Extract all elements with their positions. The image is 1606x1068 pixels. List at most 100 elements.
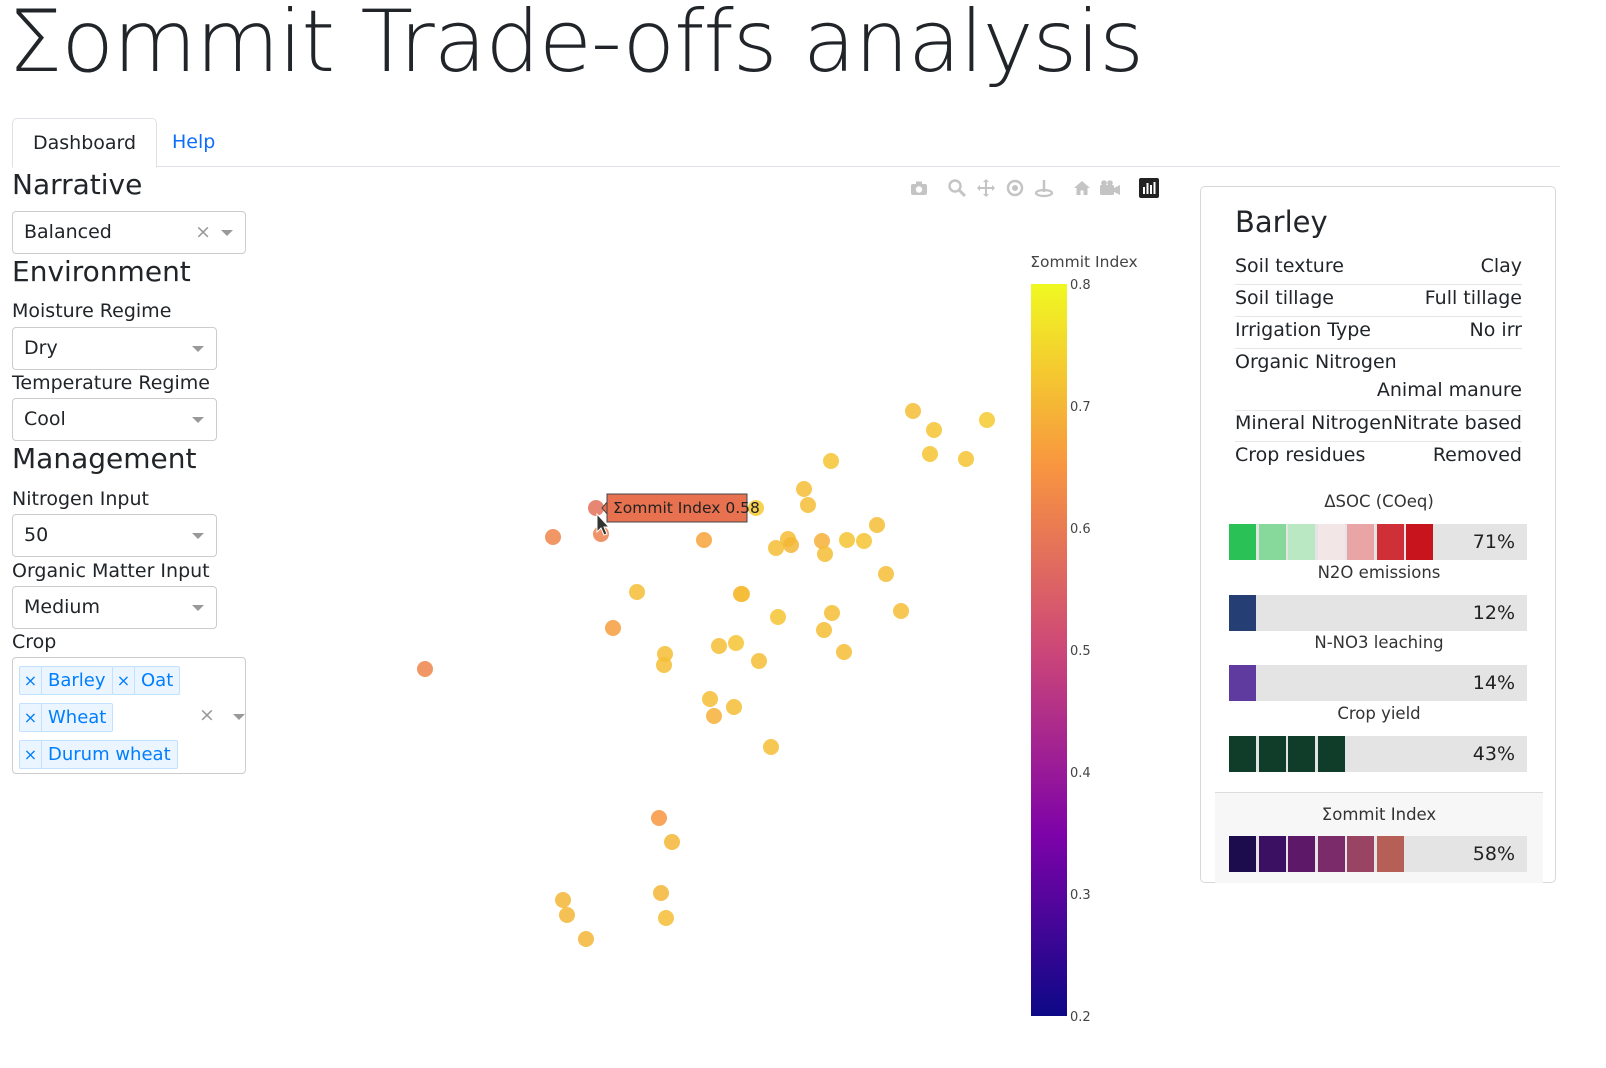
narrative-dropdown[interactable]: Balanced × bbox=[12, 211, 246, 254]
nitrogen-value: 50 bbox=[24, 524, 49, 546]
bar-segment bbox=[1288, 524, 1315, 560]
property-key: Soil texture bbox=[1235, 255, 1344, 277]
video-camera-icon[interactable] bbox=[1099, 178, 1121, 200]
data-point bbox=[824, 605, 840, 621]
crop-chip-label: Barley bbox=[48, 670, 106, 691]
camera-icon[interactable] bbox=[908, 178, 930, 200]
data-point bbox=[702, 691, 718, 707]
data-point bbox=[728, 635, 744, 651]
property-key: Soil tillage bbox=[1235, 287, 1334, 309]
metric-label: ΔSOC (COeq) bbox=[1324, 492, 1434, 511]
data-point bbox=[770, 609, 786, 625]
property-value: No irr bbox=[1469, 319, 1522, 341]
chevron-down-icon[interactable] bbox=[192, 417, 204, 423]
remove-icon[interactable]: × bbox=[20, 667, 42, 694]
bar-segment bbox=[1229, 836, 1256, 872]
narrative-heading: Narrative bbox=[12, 168, 143, 201]
nitrogen-dropdown[interactable]: 50 bbox=[12, 514, 217, 557]
bar-segment bbox=[1317, 736, 1345, 772]
data-point bbox=[711, 638, 727, 654]
property-key: Crop residues bbox=[1235, 444, 1366, 466]
narrative-value: Balanced bbox=[24, 221, 112, 243]
metric-percent: 14% bbox=[1472, 672, 1515, 694]
data-point bbox=[979, 412, 995, 428]
temperature-label: Temperature Regime bbox=[12, 372, 210, 394]
remove-icon[interactable]: × bbox=[20, 704, 42, 731]
property-row: Soil tillage Full tillage bbox=[1235, 287, 1522, 317]
property-value: Animal manure bbox=[1376, 379, 1522, 401]
chevron-down-icon[interactable] bbox=[221, 230, 233, 236]
metric-bar: 12% bbox=[1229, 595, 1527, 631]
data-point bbox=[651, 810, 667, 826]
metric-label: Crop yield bbox=[1337, 704, 1421, 723]
data-point bbox=[763, 739, 779, 755]
temperature-value: Cool bbox=[24, 408, 66, 430]
colorbar-tick-label: 0.5 bbox=[1070, 644, 1091, 659]
index-bar: 58% bbox=[1229, 836, 1527, 872]
tooltip-text: Σommit Index 0.58 bbox=[613, 499, 760, 517]
data-point bbox=[768, 540, 784, 556]
colorbar-tick-label: 0.4 bbox=[1070, 766, 1091, 781]
moisture-label: Moisture Regime bbox=[12, 300, 172, 322]
nitrogen-label: Nitrogen Input bbox=[12, 488, 149, 510]
orbit-icon[interactable] bbox=[1004, 178, 1026, 200]
pan-icon[interactable] bbox=[975, 178, 997, 200]
scatter-plot[interactable]: Σommit Index 0.8 0.7 0.6 0.5 0.4 0.3 0.2 Σommit … bbox=[300, 240, 1180, 1040]
chevron-down-icon[interactable] bbox=[233, 714, 245, 720]
colorbar-tick-label: 0.2 bbox=[1070, 1010, 1091, 1025]
plotly-logo-icon[interactable] bbox=[1138, 178, 1160, 200]
bar-segment bbox=[1258, 836, 1286, 872]
crop-chip-label: Durum wheat bbox=[48, 744, 171, 765]
tooltip-box bbox=[606, 493, 748, 523]
crop-label: Crop bbox=[12, 631, 57, 653]
clear-icon[interactable]: × bbox=[199, 704, 215, 726]
property-key: Organic Nitrogen bbox=[1235, 351, 1397, 373]
data-point bbox=[578, 931, 594, 947]
property-row: Crop residues Removed bbox=[1235, 444, 1522, 474]
detail-panel: Barley Soil texture Clay Soil tillage Fu… bbox=[1200, 186, 1556, 883]
metric-percent: 71% bbox=[1472, 531, 1515, 553]
remove-icon[interactable]: × bbox=[20, 741, 42, 768]
data-point bbox=[653, 885, 669, 901]
data-point bbox=[751, 653, 767, 669]
bar-segment bbox=[1288, 836, 1315, 872]
chevron-down-icon[interactable] bbox=[192, 346, 204, 352]
management-heading: Management bbox=[12, 442, 197, 475]
data-point bbox=[816, 622, 832, 638]
crop-chip-label: Wheat bbox=[48, 707, 107, 728]
data-point bbox=[734, 586, 750, 602]
bar-segment bbox=[1347, 524, 1374, 560]
metric-bar: 43% bbox=[1229, 736, 1527, 772]
crop-chip: × Durum wheat bbox=[19, 740, 178, 769]
metric-label: N2O emissions bbox=[1317, 563, 1441, 582]
data-point bbox=[869, 517, 885, 533]
index-label: Σommit Index bbox=[1321, 805, 1437, 824]
turntable-icon[interactable] bbox=[1033, 178, 1055, 200]
data-point bbox=[893, 603, 909, 619]
property-value: Nitrate based bbox=[1393, 412, 1522, 434]
organic-dropdown[interactable]: Medium bbox=[12, 586, 217, 629]
property-row: Organic Nitrogen Animal manure bbox=[1235, 351, 1522, 411]
data-point bbox=[958, 451, 974, 467]
property-row: Mineral Nitrogen Nitrate based bbox=[1235, 412, 1522, 442]
data-point bbox=[658, 910, 674, 926]
chevron-down-icon[interactable] bbox=[192, 533, 204, 539]
moisture-dropdown[interactable]: Dry bbox=[12, 327, 217, 370]
remove-icon[interactable]: × bbox=[113, 667, 135, 694]
crop-multiselect[interactable]: × Barley × Oat × Wheat × Durum wheat × bbox=[12, 657, 246, 774]
tab-dashboard[interactable]: Dashboard bbox=[12, 118, 158, 168]
home-icon[interactable] bbox=[1071, 178, 1093, 200]
data-point bbox=[545, 529, 561, 545]
temperature-dropdown[interactable]: Cool bbox=[12, 398, 217, 441]
data-point bbox=[783, 537, 799, 553]
index-footer: Σommit Index 58% bbox=[1215, 793, 1543, 883]
data-point bbox=[605, 620, 621, 636]
chevron-down-icon[interactable] bbox=[192, 605, 204, 611]
bar-segment bbox=[1229, 595, 1256, 631]
zoom-icon[interactable] bbox=[946, 178, 968, 200]
clear-icon[interactable]: × bbox=[195, 221, 211, 243]
colorbar bbox=[1031, 284, 1067, 1016]
data-point bbox=[856, 533, 872, 549]
tab-help[interactable]: Help bbox=[172, 131, 216, 153]
bar-segment bbox=[1229, 736, 1256, 772]
